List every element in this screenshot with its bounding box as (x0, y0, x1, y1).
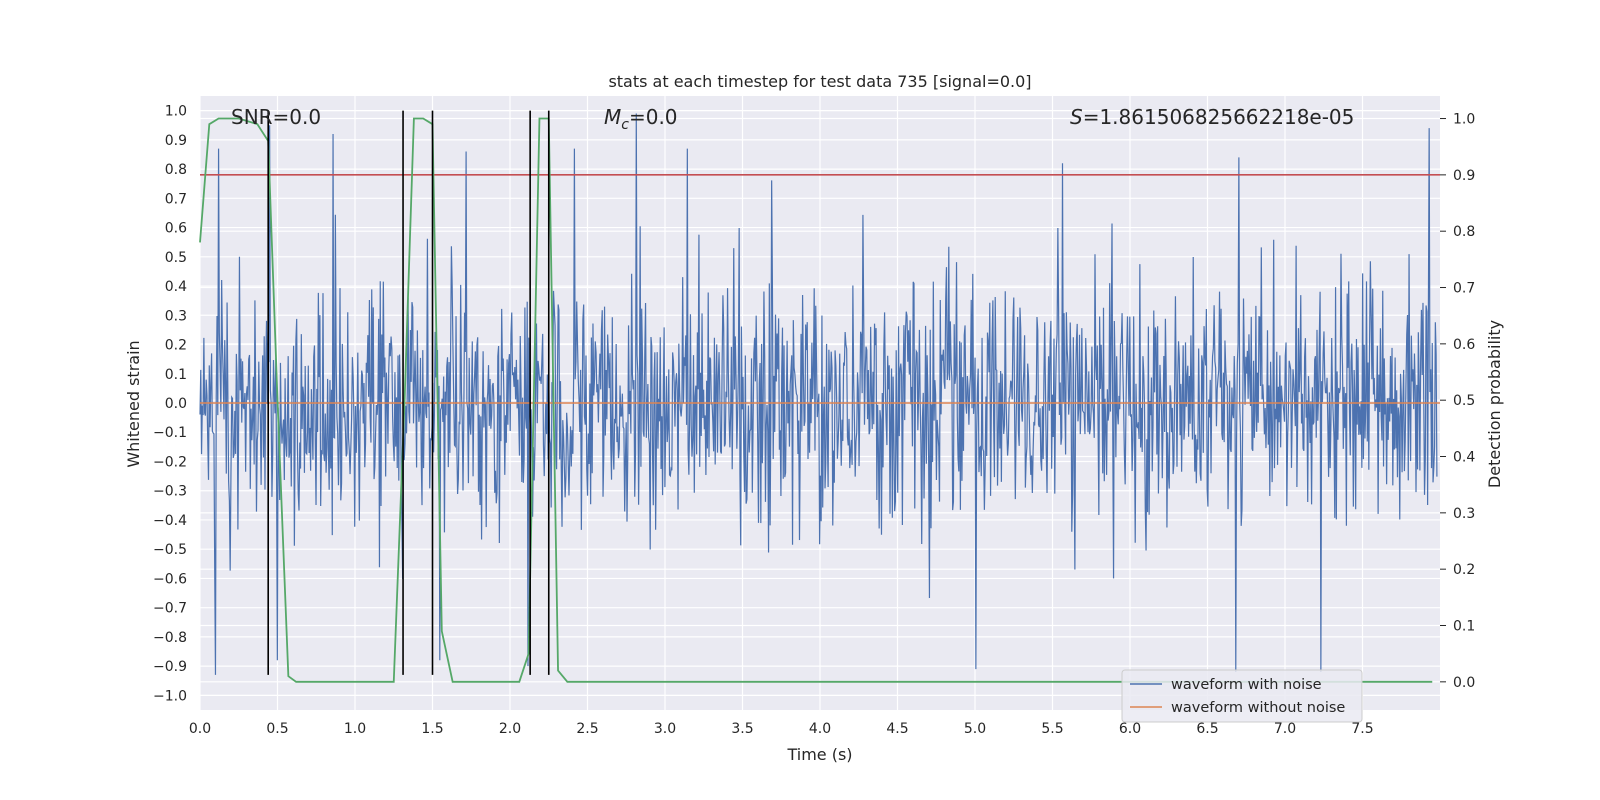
snr-annotation: SNR=0.0 (231, 105, 321, 129)
y-axis-label: Whitened strain (124, 340, 143, 467)
statistic-value: =1.861506825662218e-05 (1083, 105, 1355, 129)
x-tick-label: 4.0 (809, 721, 831, 737)
y-tick-label: −0.7 (153, 601, 187, 617)
chirp-mass-annotation: Mc=0.0 (604, 105, 678, 133)
y-tick-label: 0.8 (165, 162, 187, 178)
chart-title: stats at each timestep for test data 735… (608, 72, 1031, 91)
y-tick-label: −0.2 (153, 454, 187, 470)
x-tick-label: 5.5 (1041, 721, 1063, 737)
x-axis-ticks: 0.0 0.5 1.0 1.5 2.0 2.5 3.0 3.5 4.0 4.5 5.0 5.5 6.0 6… (189, 721, 1374, 737)
noisy-waveform-line (199, 113, 1438, 675)
reference-lines (200, 174, 1440, 404)
y2-tick-label: 0.9 (1453, 168, 1475, 184)
chirp-mass-subscript: c (621, 117, 629, 133)
y-tick-label: 0.2 (165, 338, 187, 354)
y-tick-label: 0.1 (165, 367, 187, 383)
y-tick-label: −0.4 (153, 513, 187, 529)
y-tick-label: −0.1 (153, 425, 187, 441)
x-tick-label: 6.5 (1196, 721, 1218, 737)
x-tick-label: 0.0 (189, 721, 211, 737)
y2-tick-label: 0.5 (1453, 393, 1475, 409)
y2-axis-ticks: 1.0 0.9 0.8 0.7 0.6 0.5 0.4 0.3 0.2 0.1 0.0 (1440, 112, 1475, 691)
y2-tick-label: 0.2 (1453, 562, 1475, 578)
y-tick-label: 0.3 (165, 308, 187, 324)
y-tick-label: 0.4 (165, 279, 187, 295)
x-tick-label: 1.0 (344, 721, 366, 737)
x-tick-label: 7.5 (1351, 721, 1373, 737)
x-axis-label: Time (s) (786, 745, 852, 764)
y-tick-label: −0.3 (153, 484, 187, 500)
noisy-waveform-series (199, 113, 1438, 675)
x-tick-label: 2.0 (499, 721, 521, 737)
y2-tick-label: 1.0 (1453, 112, 1475, 128)
legend-label-noisy: waveform with noise (1171, 677, 1322, 693)
y-tick-label: 0.0 (165, 396, 187, 412)
y-axis-ticks: 1.0 0.9 0.8 0.7 0.6 0.5 0.4 0.3 0.2 0.1 0.0 −0.1 −0.… (153, 104, 187, 705)
x-tick-label: 2.5 (576, 721, 598, 737)
chirp-mass-symbol: M (604, 105, 621, 129)
y-tick-label: 0.7 (165, 191, 187, 207)
legend-box (1121, 669, 1363, 723)
x-tick-label: 1.5 (421, 721, 443, 737)
legend: waveform with noise waveform without noi… (1121, 669, 1363, 723)
statistic-annotation: S=1.861506825662218e-05 (1070, 105, 1354, 129)
chirp-mass-value: =0.0 (629, 105, 678, 129)
x-tick-label: 4.5 (886, 721, 908, 737)
statistic-symbol: S (1070, 105, 1083, 129)
y-tick-label: 0.5 (165, 250, 187, 266)
y2-axis-label: Detection probability (1485, 320, 1504, 488)
y2-tick-label: 0.4 (1453, 450, 1475, 466)
y-tick-label: −0.6 (153, 571, 187, 587)
y-tick-label: −0.8 (153, 630, 187, 646)
y-tick-label: 0.9 (165, 133, 187, 149)
vertical-markers (267, 110, 550, 675)
y2-tick-label: 0.3 (1453, 506, 1475, 522)
x-tick-label: 5.0 (964, 721, 986, 737)
legend-label-noiseless: waveform without noise (1171, 700, 1345, 716)
y-tick-label: 0.6 (165, 221, 187, 237)
y2-tick-label: 0.7 (1453, 281, 1475, 297)
x-tick-label: 6.0 (1119, 721, 1141, 737)
y2-tick-label: 0.8 (1453, 224, 1475, 240)
y-tick-label: −0.9 (153, 659, 187, 675)
y-tick-label: 1.0 (165, 104, 187, 120)
x-tick-label: 3.5 (731, 721, 753, 737)
x-tick-label: 3.0 (654, 721, 676, 737)
x-tick-label: 0.5 (266, 721, 288, 737)
detection-probability-series (199, 117, 1433, 683)
y2-tick-label: 0.0 (1453, 675, 1475, 691)
x-tick-label: 7.0 (1274, 721, 1296, 737)
y2-tick-label: 0.6 (1453, 337, 1475, 353)
detection-probability-line (199, 117, 1433, 683)
y-tick-label: −1.0 (153, 688, 187, 704)
y2-tick-label: 0.1 (1453, 619, 1475, 635)
y-tick-label: −0.5 (153, 542, 187, 558)
